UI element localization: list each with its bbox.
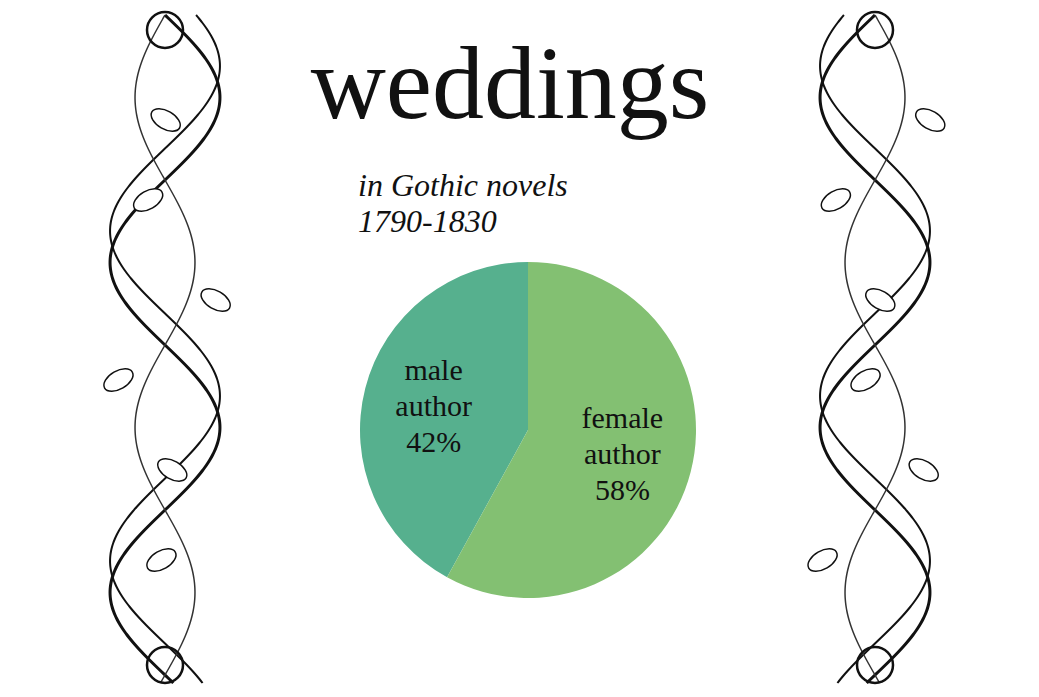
- ornament-leaf: [804, 544, 841, 576]
- labels: maleauthor42%femaleauthor58%: [395, 353, 663, 506]
- ornament-ribbon: [820, 15, 930, 683]
- ornament-leaf: [143, 544, 180, 576]
- chart-container: weddingsin Gothic novels1790-1830maleaut…: [0, 0, 1039, 697]
- subtitle: 1790-1830: [358, 203, 497, 239]
- category-label: maleauthor: [395, 353, 472, 422]
- category-label-line: male: [404, 353, 462, 386]
- category-label: femaleauthor: [582, 401, 664, 470]
- ornament-stem: [135, 15, 195, 683]
- ornament-ribbon: [110, 15, 220, 683]
- ornament-leaf: [130, 184, 167, 216]
- ornament-scroll: [147, 12, 183, 48]
- pie: [360, 262, 696, 598]
- data-label: 58%: [595, 473, 650, 506]
- title: weddings: [311, 25, 710, 140]
- ornament-scroll: [857, 647, 893, 683]
- ornament-scroll: [857, 12, 893, 48]
- category-label-line: author: [395, 389, 472, 422]
- ornament-ribbon: [110, 15, 220, 683]
- ornament-leaf: [912, 104, 949, 136]
- ornament-stem: [845, 15, 905, 683]
- ornament-leaf: [905, 454, 942, 486]
- ornament-leaf: [847, 364, 884, 396]
- ornament: [100, 12, 234, 683]
- ornament: [804, 12, 948, 683]
- ornament-leaf: [147, 104, 184, 136]
- ornament-ribbon: [820, 15, 930, 683]
- ornament-scroll: [147, 647, 183, 683]
- pie-slice: [447, 262, 696, 598]
- ornament-leaf: [197, 284, 234, 316]
- ornament-leaf: [100, 364, 137, 396]
- ornament-leaf: [817, 184, 854, 216]
- subtitle: in Gothic novels: [358, 167, 568, 203]
- chart-svg: weddingsin Gothic novels1790-1830maleaut…: [0, 0, 1039, 697]
- category-label-line: author: [584, 437, 661, 470]
- category-label-line: female: [582, 401, 664, 434]
- data-label: 42%: [406, 425, 461, 458]
- ornament-leaf: [154, 454, 191, 486]
- ornament-leaf: [862, 284, 899, 316]
